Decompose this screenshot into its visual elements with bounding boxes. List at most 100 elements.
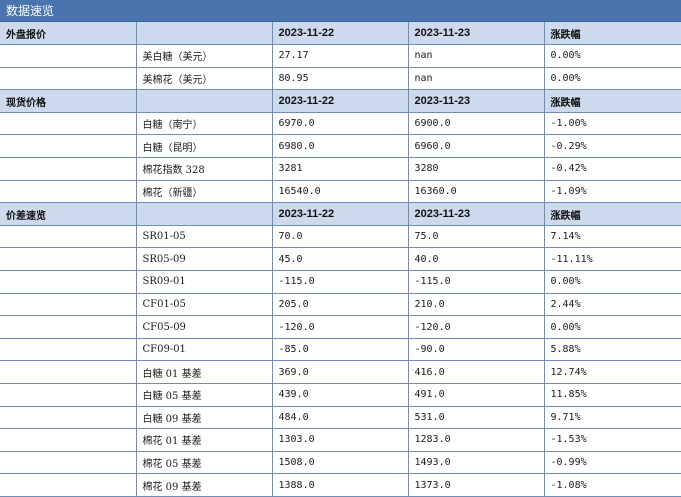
column-header-date-2: 2023-11-23 (408, 89, 545, 113)
value-date-1: 45.0 (272, 247, 409, 272)
row-empty-cell (0, 247, 137, 272)
section-name: 价差速览 (0, 202, 137, 226)
row-label: 棉花指数 328 (136, 157, 273, 181)
table-row: 白糖 05 基差 439.0 491.0 11.85% (0, 383, 681, 407)
value-date-1: 439.0 (272, 383, 409, 407)
column-header-date-2: 2023-11-23 (408, 202, 545, 226)
change-percent: -11.11% (544, 247, 681, 272)
row-label: 美棉花（美元） (136, 67, 273, 91)
row-empty-cell (0, 315, 137, 339)
change-percent: 5.88% (544, 338, 681, 362)
change-percent: -1.00% (544, 112, 681, 136)
table-row: CF01-05 205.0 210.0 2.44% (0, 293, 681, 317)
row-empty-cell (0, 225, 137, 249)
section-header-spacer (136, 202, 273, 226)
value-date-2: 3280 (408, 157, 545, 181)
section-header-row: 价差速览 2023-11-22 2023-11-23 涨跌幅 (0, 202, 681, 226)
row-empty-cell (0, 134, 137, 159)
value-date-2: nan (408, 67, 545, 91)
value-date-2: -90.0 (408, 338, 545, 362)
value-date-2: 416.0 (408, 360, 545, 384)
table-row: 白糖（南宁） 6970.0 6900.0 -1.00% (0, 112, 681, 136)
table-row: 白糖（昆明） 6980.0 6960.0 -0.29% (0, 134, 681, 159)
value-date-1: 3281 (272, 157, 409, 181)
value-date-2: 6960.0 (408, 134, 545, 159)
row-empty-cell (0, 451, 137, 475)
section-name: 现货价格 (0, 89, 137, 113)
change-percent: 0.00% (544, 67, 681, 91)
column-header-date-2: 2023-11-23 (408, 22, 545, 46)
value-date-1: 80.95 (272, 67, 409, 91)
row-label: SR01-05 (136, 225, 273, 249)
change-percent: 12.74% (544, 360, 681, 384)
change-percent: -1.09% (544, 180, 681, 204)
row-label: 棉花 05 基差 (136, 451, 273, 475)
row-label: 白糖 05 基差 (136, 383, 273, 407)
value-date-1: 70.0 (272, 225, 409, 249)
value-date-1: -85.0 (272, 338, 409, 362)
row-label: 棉花（新疆） (136, 180, 273, 204)
data-table: 外盘报价 2023-11-22 2023-11-23 涨跌幅 美白糖（美元） 27.17 n… (0, 22, 681, 497)
table-row: 美棉花（美元） 80.95 nan 0.00% (0, 67, 681, 91)
value-date-1: 6980.0 (272, 134, 409, 159)
value-date-1: -115.0 (272, 270, 409, 294)
row-empty-cell (0, 44, 137, 68)
table-row: 白糖 01 基差 369.0 416.0 12.74% (0, 360, 681, 384)
row-empty-cell (0, 157, 137, 181)
table-row: SR09-01 -115.0 -115.0 0.00% (0, 270, 681, 294)
section-name: 外盘报价 (0, 22, 137, 46)
row-empty-cell (0, 338, 137, 362)
column-header-date-1: 2023-11-22 (272, 202, 409, 226)
change-percent: 11.85% (544, 383, 681, 407)
table-row: 棉花 05 基差 1508.0 1493.0 -0.99% (0, 451, 681, 475)
row-empty-cell (0, 293, 137, 317)
table-title: 数据速览 (0, 0, 681, 22)
row-label: 棉花 01 基差 (136, 428, 273, 452)
change-percent: -1.08% (544, 473, 681, 497)
value-date-1: 16540.0 (272, 180, 409, 204)
section-header-row: 外盘报价 2023-11-22 2023-11-23 涨跌幅 (0, 22, 681, 46)
change-percent: -0.42% (544, 157, 681, 181)
value-date-1: -120.0 (272, 315, 409, 339)
value-date-2: -120.0 (408, 315, 545, 339)
value-date-2: 6900.0 (408, 112, 545, 136)
table-row: 棉花 01 基差 1303.0 1283.0 -1.53% (0, 428, 681, 452)
row-label: 白糖（南宁） (136, 112, 273, 136)
value-date-2: nan (408, 44, 545, 68)
row-label: SR05-09 (136, 247, 273, 272)
value-date-2: 1493.0 (408, 451, 545, 475)
value-date-2: 16360.0 (408, 180, 545, 204)
column-header-date-1: 2023-11-22 (272, 89, 409, 113)
row-empty-cell (0, 360, 137, 384)
row-label: 棉花 09 基差 (136, 473, 273, 497)
row-empty-cell (0, 112, 137, 136)
change-percent: 9.71% (544, 406, 681, 430)
column-header-change: 涨跌幅 (544, 202, 681, 226)
value-date-1: 6970.0 (272, 112, 409, 136)
column-header-change: 涨跌幅 (544, 22, 681, 46)
table-row: 白糖 09 基差 484.0 531.0 9.71% (0, 406, 681, 430)
value-date-2: 531.0 (408, 406, 545, 430)
change-percent: 0.00% (544, 270, 681, 294)
table-row: 棉花 09 基差 1388.0 1373.0 -1.08% (0, 473, 681, 497)
value-date-2: 1373.0 (408, 473, 545, 497)
section-header-spacer (136, 22, 273, 46)
row-empty-cell (0, 473, 137, 497)
row-empty-cell (0, 428, 137, 452)
change-percent: 7.14% (544, 225, 681, 249)
row-label: 白糖（昆明） (136, 134, 273, 159)
row-label: 白糖 01 基差 (136, 360, 273, 384)
row-label: CF01-05 (136, 293, 273, 317)
table-row: 美白糖（美元） 27.17 nan 0.00% (0, 44, 681, 68)
value-date-2: 40.0 (408, 247, 545, 272)
table-row: 棉花指数 328 3281 3280 -0.42% (0, 157, 681, 181)
table-row: CF09-01 -85.0 -90.0 5.88% (0, 338, 681, 362)
change-percent: 0.00% (544, 44, 681, 68)
row-label: CF05-09 (136, 315, 273, 339)
row-label: SR09-01 (136, 270, 273, 294)
table-row: SR05-09 45.0 40.0 -11.11% (0, 247, 681, 272)
change-percent: -0.99% (544, 451, 681, 475)
value-date-1: 484.0 (272, 406, 409, 430)
row-label: CF09-01 (136, 338, 273, 362)
column-header-date-1: 2023-11-22 (272, 22, 409, 46)
